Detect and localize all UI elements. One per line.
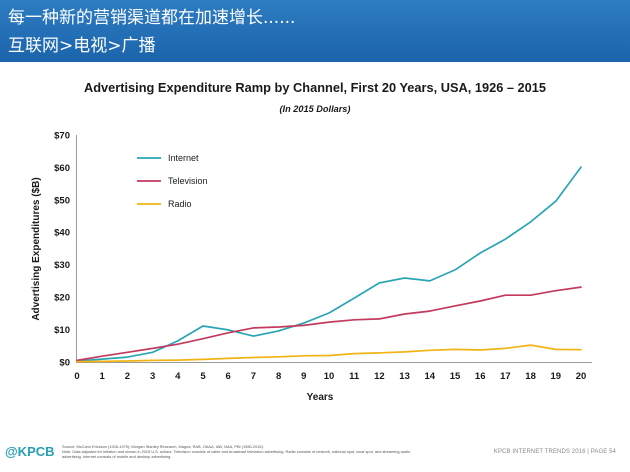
legend: Internet Television Radio	[137, 153, 208, 209]
legend-item-internet: Internet	[137, 153, 199, 163]
x-tick-label: 8	[276, 371, 281, 382]
chart-title: Advertising Expenditure Ramp by Channel,…	[84, 80, 546, 95]
legend-label-internet: Internet	[168, 153, 199, 163]
legend-label-television: Television	[168, 176, 208, 186]
slide-header: 每一种新的营销渠道都在加速增长...... 互联网>电视>广播	[0, 0, 630, 62]
x-tick-label: 16	[475, 371, 486, 382]
y-axis-label: Advertising Expenditures ($B)	[31, 177, 42, 320]
legend-item-television: Television	[137, 176, 208, 186]
page-label: KPCB INTERNET TRENDS 2016 | PAGE 54	[493, 449, 616, 455]
x-tick-label: 19	[551, 371, 562, 382]
x-tick-label: 1	[100, 371, 106, 382]
y-tick-label: $0	[59, 357, 70, 368]
x-tick-label: 4	[175, 371, 181, 382]
x-tick-label: 17	[500, 371, 511, 382]
legend-label-radio: Radio	[168, 199, 192, 209]
y-tick-label: $20	[54, 293, 70, 304]
x-tick-label: 14	[425, 371, 436, 382]
y-tick-label: $40	[54, 228, 70, 239]
series-lines	[76, 166, 582, 363]
y-axis-ticks: $0 $10 $20 $30 $40 $50 $60 $70	[54, 130, 70, 368]
internet-series-line	[76, 166, 582, 362]
legend-item-radio: Radio	[137, 199, 192, 209]
x-tick-label: 3	[150, 371, 155, 382]
y-tick-label: $10	[54, 325, 70, 336]
x-tick-label: 18	[525, 371, 536, 382]
slide-title: 每一种新的营销渠道都在加速增长......	[8, 8, 296, 28]
television-series-line	[76, 286, 582, 362]
x-tick-label: 12	[374, 371, 385, 382]
source-note-line: Note: Data adjusted for inflation and sh…	[62, 449, 411, 455]
x-tick-label: 2	[125, 371, 130, 382]
source-note-line: Source: McCann Erickson (1926-1979); Mor…	[62, 444, 264, 449]
slide-subtitle: 互联网>电视>广播	[8, 36, 156, 56]
x-tick-label: 15	[450, 371, 461, 382]
y-tick-label: $30	[54, 260, 70, 271]
source-notes: Source: McCann Erickson (1926-1979); Mor…	[62, 444, 410, 460]
x-tick-label: 6	[226, 371, 231, 382]
x-tick-label: 5	[200, 371, 206, 382]
kpcb-logo: @KPCB	[5, 444, 55, 459]
x-tick-label: 20	[576, 371, 587, 382]
x-tick-label: 11	[349, 371, 360, 382]
radio-series-line	[76, 344, 582, 363]
y-tick-label: $50	[54, 195, 70, 206]
source-note-line: advertising. Internet consists of mobile…	[62, 454, 172, 460]
chart-subtitle: (In 2015 Dollars)	[280, 104, 351, 114]
x-axis-ticks: 0 1 2 3 4 5 6 7 8 9 10 11 12 13 14 15 16 17 18 19 20	[74, 371, 586, 382]
x-tick-label: 9	[301, 371, 306, 382]
x-tick-label: 7	[251, 371, 256, 382]
x-tick-label: 10	[324, 371, 335, 382]
x-axis-label: Years	[307, 392, 334, 403]
x-tick-label: 0	[74, 371, 79, 382]
y-tick-label: $70	[54, 130, 70, 141]
axes	[76, 135, 592, 363]
y-tick-label: $60	[54, 163, 70, 174]
x-tick-label: 13	[399, 371, 410, 382]
